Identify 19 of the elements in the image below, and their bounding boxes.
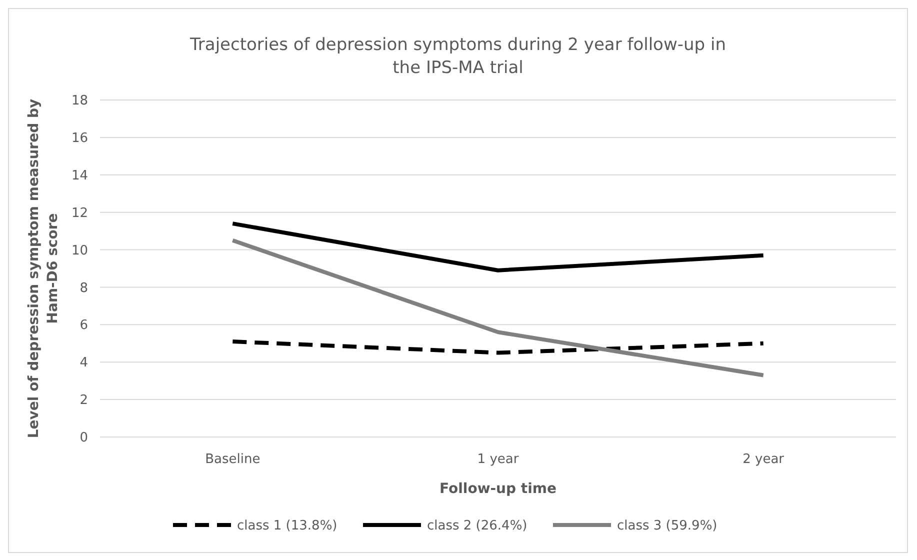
y-tick-label: 12 <box>71 206 88 221</box>
y-tick-label: 6 <box>80 318 88 334</box>
legend-label: class 1 (13.8%) <box>237 518 338 534</box>
y-tick-label: 10 <box>71 243 88 258</box>
y-tick-label: 8 <box>80 280 88 296</box>
y-tick-label: 4 <box>80 356 88 371</box>
y-tick-label: 16 <box>71 130 88 146</box>
legend-label: class 2 (26.4%) <box>427 518 528 534</box>
x-tick-label: 2 year <box>742 452 785 467</box>
y-tick-label: 2 <box>80 393 88 408</box>
y-axis-title: Level of depression symptom measured by Ham-D6 score <box>26 98 61 438</box>
y-tick-label: 18 <box>71 94 88 109</box>
x-tick-label: 1 year <box>477 452 520 467</box>
legend-label: class 3 (59.9%) <box>617 518 718 534</box>
x-tick-label: Baseline <box>205 452 260 467</box>
y-tick-label: 0 <box>80 430 88 446</box>
y-tick-label: 14 <box>71 168 88 184</box>
chart-title: Trajectories of depression symptoms during 2 year follow-up in the IPS-MA trial <box>189 35 726 78</box>
x-axis-title: Follow-up time <box>439 481 557 497</box>
